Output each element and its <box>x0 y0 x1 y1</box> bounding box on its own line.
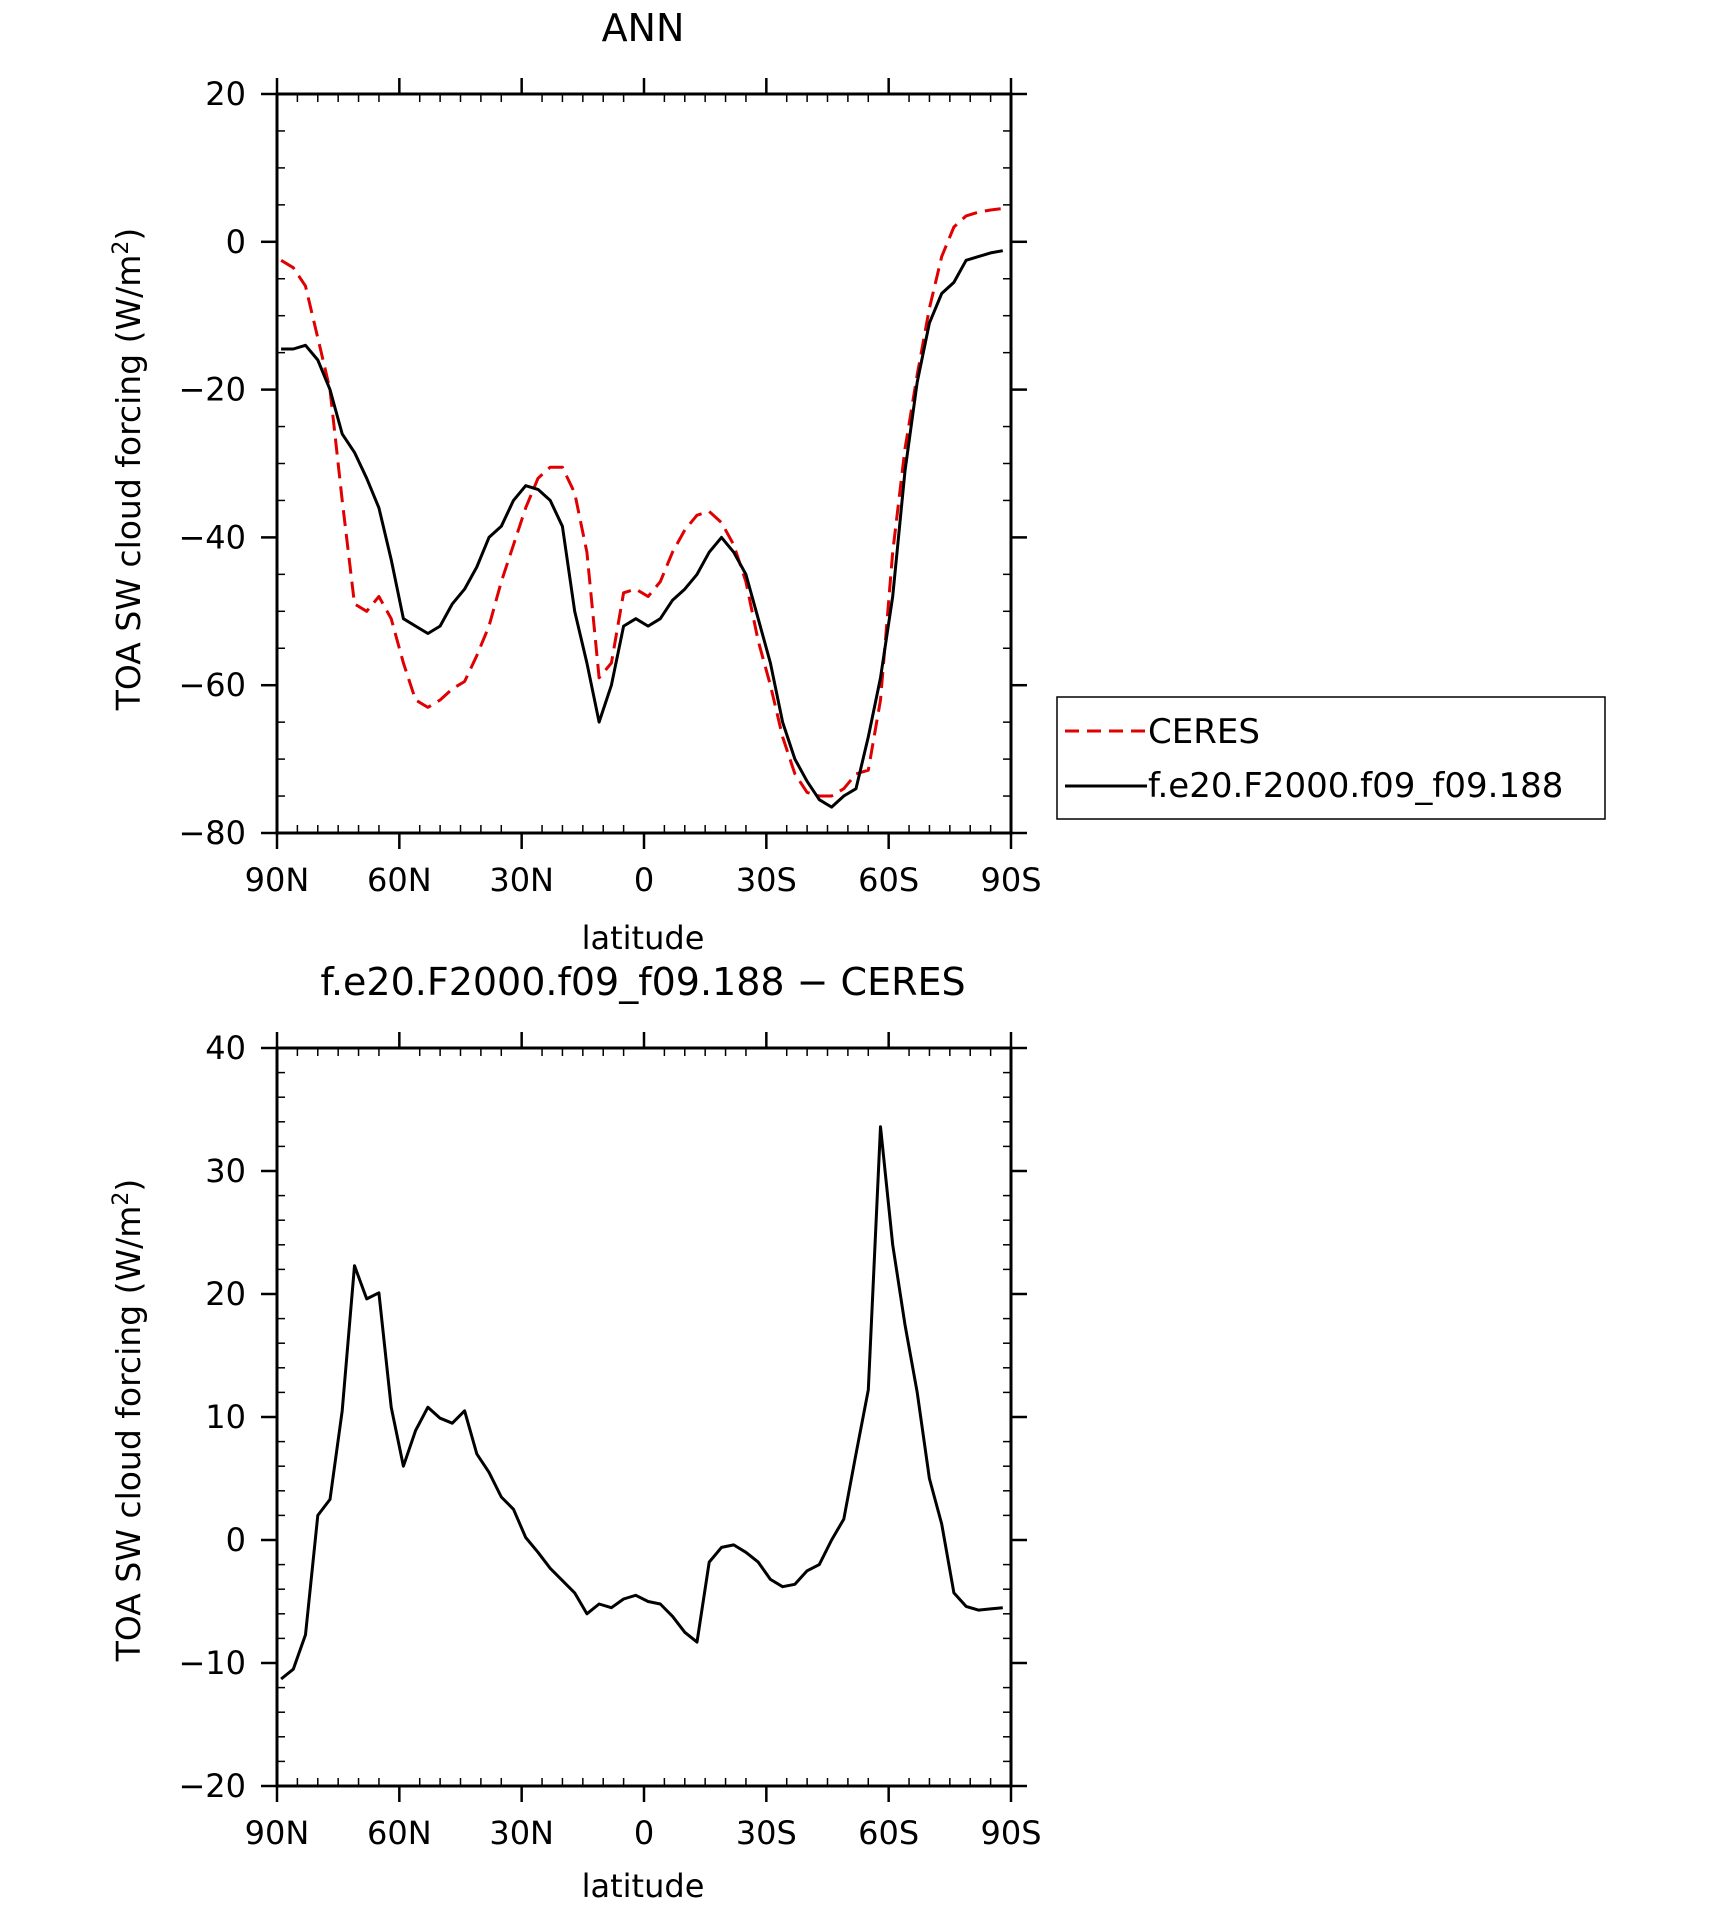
y-tick-label: −80 <box>178 814 246 852</box>
series-line-difference <box>280 1125 1003 1681</box>
x-tick-label: 0 <box>634 861 654 899</box>
series-line-ceres <box>280 207 1003 798</box>
x-tick-label: 60N <box>367 1814 432 1852</box>
legend-label-ceres: CERES <box>1148 712 1260 752</box>
x-axis-label: latitude <box>582 1867 705 1905</box>
y-tick-label: −10 <box>178 1644 246 1682</box>
y-tick-label: 20 <box>205 1275 246 1313</box>
y-tick-label: −60 <box>178 666 246 704</box>
x-tick-label: 30S <box>736 1814 797 1852</box>
chart-title: ANN <box>602 6 685 50</box>
top-chart: ANN TOA SW cloud forcing (W/m2) latitude… <box>109 6 1606 957</box>
x-tick-labels: 90N 60N 30N 0 30S 60S 90S <box>245 1814 1042 1852</box>
y-tick-label: 30 <box>205 1152 246 1190</box>
y-tick-label: 0 <box>226 223 246 261</box>
y-tick-labels: 20 0 −20 −40 −60 −80 <box>178 75 246 852</box>
y-tick-label: 20 <box>205 75 246 113</box>
legend-box <box>1056 696 1606 820</box>
plot-frame <box>275 92 1013 835</box>
legend: CERES f.e20.F2000.f09_f09.188 <box>1056 696 1606 820</box>
y-tick-label: −40 <box>178 518 246 556</box>
series-lines <box>280 207 1004 809</box>
y-tick-label: −20 <box>178 1767 246 1805</box>
legend-label-model: f.e20.F2000.f09_f09.188 <box>1148 766 1563 806</box>
x-tick-label: 30S <box>736 861 797 899</box>
major-ticks <box>261 1032 1027 1802</box>
x-tick-label: 30N <box>489 861 554 899</box>
series-lines <box>280 1125 1003 1681</box>
x-tick-labels: 90N 60N 30N 0 30S 60S 90S <box>245 861 1042 899</box>
x-tick-label: 90N <box>245 861 310 899</box>
major-ticks <box>261 78 1027 849</box>
x-tick-label: 60S <box>858 1814 919 1852</box>
x-axis-label: latitude <box>582 919 705 957</box>
minor-ticks <box>277 1048 1011 1786</box>
chart-title: f.e20.F2000.f09_f09.188 − CERES <box>320 960 965 1004</box>
y-tick-label: 0 <box>226 1521 246 1559</box>
x-tick-label: 30N <box>489 1814 554 1852</box>
minor-ticks <box>277 94 1011 833</box>
series-line-f-e20-f2000-f09-f09-188 <box>281 249 1004 809</box>
bottom-chart: f.e20.F2000.f09_f09.188 − CERES TOA SW c… <box>109 960 1042 1905</box>
y-tick-label: 40 <box>205 1029 246 1067</box>
x-tick-label: 90N <box>245 1814 310 1852</box>
x-tick-label: 60S <box>858 861 919 899</box>
y-tick-labels: 40 30 20 10 0 −10 −20 <box>178 1029 246 1805</box>
y-tick-label: −20 <box>178 371 246 409</box>
x-tick-label: 0 <box>634 1814 654 1852</box>
x-tick-label: 90S <box>980 1814 1041 1852</box>
plot-frame <box>275 1046 1013 1788</box>
y-axis-label: TOA SW cloud forcing (W/m2) <box>109 1179 148 1663</box>
x-tick-label: 90S <box>980 861 1041 899</box>
y-tick-label: 10 <box>205 1398 246 1436</box>
x-tick-label: 60N <box>367 861 432 899</box>
y-axis-label: TOA SW cloud forcing (W/m2) <box>109 228 148 712</box>
